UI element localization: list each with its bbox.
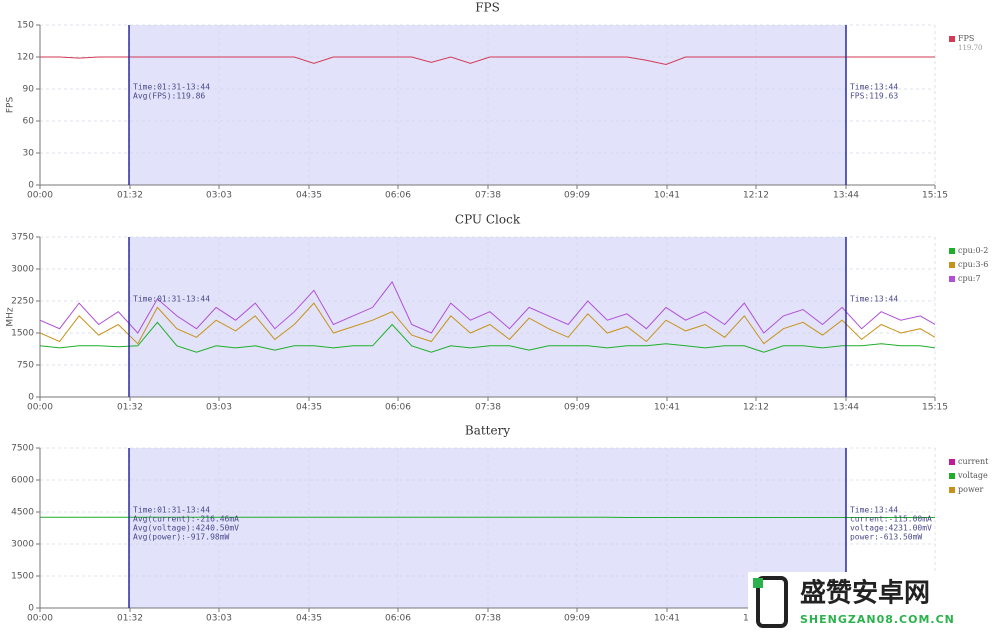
y-tick-label: 30 [23,149,35,159]
x-tick-label: 06:06 [385,403,411,413]
annotation: current:-115.00mA [850,515,932,524]
x-tick-label: 03:03 [206,614,232,624]
y-tick-label: 7500 [11,444,34,454]
legend-label: cpu:3-6 [958,260,988,269]
y-axis-label: MHz [6,307,16,327]
annotation: Time:13:44 [850,295,898,304]
annotation: voltage:4231.00mV [850,524,932,533]
x-tick-label: 13:44 [833,403,859,413]
annotation: Time:13:44 [850,506,898,515]
legend-label: FPS [958,34,974,43]
watermark-name: 盛赞安卓网 [800,578,930,609]
annotation: Avg(current):-216.46mA [133,515,239,524]
x-tick-label: 06:06 [385,614,411,624]
x-tick-label: 10:41 [654,614,680,624]
legend-swatch [949,276,955,282]
y-tick-label: 120 [17,53,34,63]
x-tick-label: 10:41 [654,191,680,201]
x-tick-label: 06:06 [385,191,411,201]
y-tick-label: 3000 [11,265,34,275]
legend-label: cpu:0-2 [958,246,988,255]
legend-swatch [949,262,955,268]
x-tick-label: 12:12 [743,191,769,201]
x-tick-label: 07:38 [475,191,501,201]
x-tick-label: 01:32 [117,403,143,413]
annotation: Avg(voltage):4240.50mV [133,524,239,533]
chart-title: Battery [465,424,510,438]
y-tick-label: 4500 [11,508,34,518]
chart-title: FPS [475,1,500,15]
legend-note: 119.70 [958,44,983,52]
highlight-region [129,25,846,185]
chart-title: CPU Clock [455,213,521,227]
highlight-region [129,237,846,397]
y-tick-label: 1500 [11,329,34,339]
y-tick-label: 0 [28,181,34,191]
x-tick-label: 01:32 [117,191,143,201]
x-tick-label: 00:00 [27,191,53,201]
annotation: Time:01:31-13:44 [133,295,210,304]
x-tick-label: 01:32 [117,614,143,624]
annotation: power:-613.50mW [850,533,922,542]
x-tick-label: 09:09 [564,614,590,624]
y-axis-label: FPS [6,97,16,114]
x-tick-label: 07:38 [475,614,501,624]
x-tick-label: 15:15 [922,403,948,413]
legend-swatch [949,473,955,479]
annotation: FPS:119.63 [850,92,898,101]
legend-swatch [949,459,955,465]
x-tick-label: 10:41 [654,403,680,413]
x-tick-label: 00:00 [27,403,53,413]
x-tick-label: 04:35 [296,403,322,413]
x-tick-label: 15:15 [922,191,948,201]
legend-label: current [958,457,989,466]
x-tick-label: 04:35 [296,614,322,624]
legend-swatch [949,487,955,493]
x-tick-label: 07:38 [475,403,501,413]
y-tick-label: 150 [17,21,34,31]
y-tick-label: 0 [28,393,34,403]
x-tick-label: 03:03 [206,191,232,201]
x-tick-label: 12:12 [743,403,769,413]
y-tick-label: 3000 [11,540,34,550]
highlight-region [129,448,846,608]
y-tick-label: 1500 [11,572,34,582]
y-tick-label: 90 [23,85,35,95]
watermark-icon [753,578,763,588]
watermark-url: SHENGZAN08.COM.CN [800,613,955,626]
x-tick-label: 04:35 [296,191,322,201]
annotation: Time:01:31-13:44 [133,506,210,515]
watermark-bg [748,572,1000,632]
series-line [40,302,935,345]
y-tick-label: 0 [28,604,34,614]
x-tick-label: 03:03 [206,403,232,413]
legend-swatch [949,36,955,42]
watermark: 盛赞安卓网 SHENGZAN08.COM.CN [748,572,1000,632]
watermark-icon [756,576,788,628]
y-tick-label: 60 [23,117,35,127]
annotation: Avg(power):-917.98mW [133,533,230,542]
legend-label: power [958,485,984,494]
annotation: Avg(FPS):119.86 [133,92,205,101]
x-tick-label: 13:44 [833,191,859,201]
series-line [40,321,935,353]
legend-label: voltage [957,471,988,480]
y-tick-label: 6000 [11,476,34,486]
legend-swatch [949,248,955,254]
y-tick-label: 750 [17,361,34,371]
series-line [40,280,935,334]
y-tick-label: 2250 [11,297,34,307]
series-line [40,56,935,66]
legend-label: cpu:7 [958,274,981,283]
annotation: Time:13:44 [850,83,898,92]
x-tick-label: 09:09 [564,191,590,201]
annotation: Time:01:31-13:44 [133,83,210,92]
x-tick-label: 09:09 [564,403,590,413]
x-tick-label: 00:00 [27,614,53,624]
y-tick-label: 3750 [11,233,34,243]
